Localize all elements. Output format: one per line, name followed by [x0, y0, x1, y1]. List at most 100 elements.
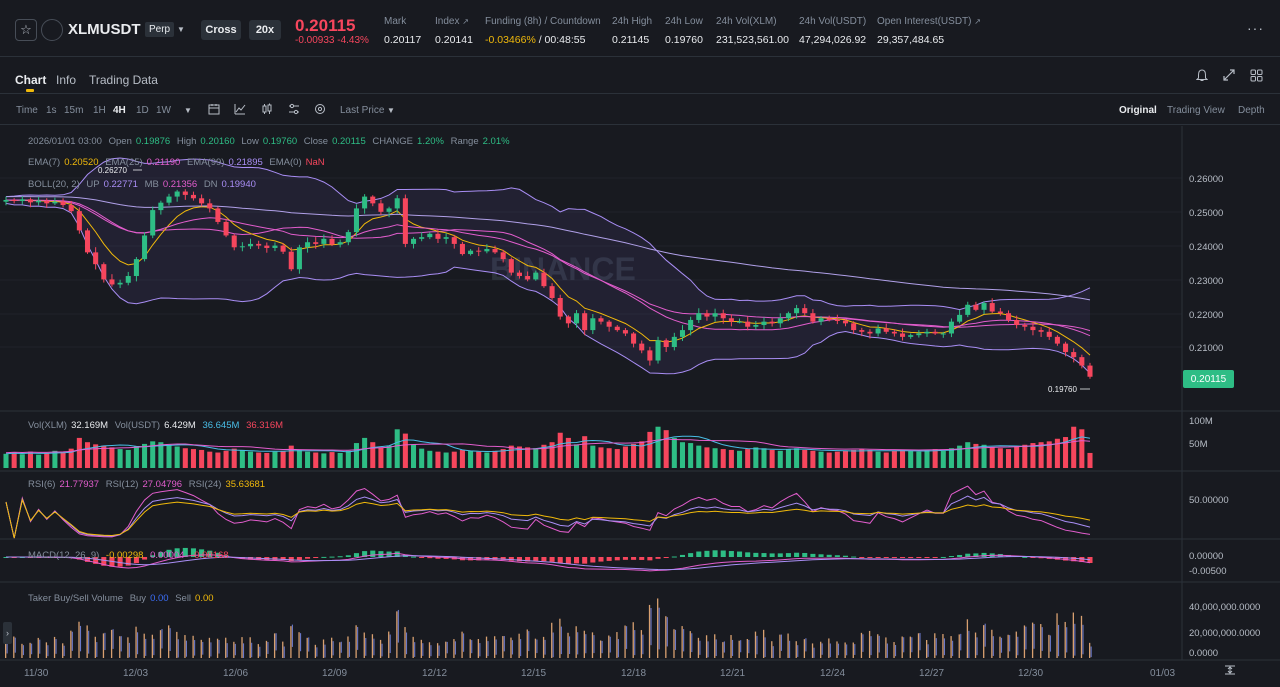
macd-bar — [516, 557, 523, 562]
candle-body — [394, 198, 400, 209]
macd-label: MACD(12, 26, 9) — [28, 550, 100, 561]
volume-bar — [247, 451, 254, 468]
layout-grid-icon[interactable] — [1250, 69, 1263, 82]
view-original[interactable]: Original — [1119, 105, 1157, 116]
timeframe-time[interactable]: Time — [16, 105, 38, 116]
symbol-dropdown-icon[interactable]: ▼ — [177, 25, 185, 34]
price-type-dropdown-icon[interactable]: ▼ — [387, 106, 395, 115]
low-marker: 0.19760 — [1048, 385, 1090, 394]
taker-sell-bar — [485, 636, 488, 658]
tab-chart[interactable]: Chart — [15, 73, 47, 87]
volume-bar — [875, 451, 881, 468]
taker-sell-bar — [828, 638, 830, 658]
taker-sell-bar — [730, 635, 732, 658]
settings-sliders-icon[interactable] — [288, 103, 300, 115]
taker-sell-bar — [282, 641, 284, 658]
tab-trading-data[interactable]: Trading Data — [89, 73, 158, 87]
taker-sell-bar — [942, 634, 944, 658]
macd-bar — [826, 554, 832, 557]
candle-body — [117, 282, 123, 285]
view-trading-view[interactable]: Trading View — [1167, 105, 1225, 116]
ema7-label: EMA(7) — [28, 157, 61, 168]
taker-buy-bar — [943, 638, 945, 656]
more-options-icon[interactable]: ··· — [1247, 20, 1264, 36]
favorite-star-icon[interactable]: ☆ — [15, 19, 37, 41]
taker-sell-bar — [453, 639, 455, 658]
candle-body — [288, 251, 294, 270]
timeframe-1h[interactable]: 1H — [93, 105, 106, 116]
taker-sell-bar — [803, 639, 806, 658]
candle-body — [948, 321, 954, 334]
macd-bar — [631, 557, 637, 560]
taker-sell-bar — [1056, 613, 1058, 658]
rsi-lines — [5, 485, 1091, 539]
timeframe-dropdown-icon[interactable]: ▼ — [184, 106, 192, 115]
volume-bar — [1063, 437, 1069, 468]
taker-buy-bar — [251, 642, 253, 658]
candle-body — [671, 336, 677, 347]
timeframe-1s[interactable]: 1s — [46, 105, 57, 116]
calendar-icon[interactable] — [208, 103, 220, 115]
candle-body — [622, 330, 628, 334]
volume-bar — [19, 454, 25, 468]
taker-sell-bar — [53, 636, 56, 658]
candle-body — [908, 335, 914, 337]
expand-icon[interactable] — [1223, 69, 1235, 81]
volume-bar — [125, 449, 131, 468]
macd-bar — [199, 549, 205, 557]
candle-body — [989, 303, 995, 312]
volume-bar — [940, 450, 946, 468]
coin-logo-icon — [41, 19, 63, 41]
candle-body — [802, 308, 808, 314]
candle-body — [101, 264, 107, 280]
open-interest-label[interactable]: Open Interest(USDT) ↗ — [877, 16, 981, 27]
tab-info[interactable]: Info — [56, 73, 77, 87]
price-tick: 0.21000 — [1189, 343, 1224, 354]
bell-icon[interactable] — [1196, 69, 1208, 82]
taker-sell-bar — [787, 633, 789, 658]
candle-body — [182, 191, 188, 195]
taker-sell-bar — [1040, 624, 1042, 658]
macd-bar — [973, 553, 979, 557]
taker-buy-bar — [454, 641, 456, 655]
volume-bar — [818, 451, 824, 468]
change-value: 1.20% — [417, 136, 444, 147]
symbol-name[interactable]: XLMUSDT — [68, 21, 141, 38]
volume-bar — [753, 447, 759, 468]
taker-sell-bar — [298, 632, 300, 658]
ema7-value: 0.20520 — [64, 157, 99, 168]
candle-style-icon[interactable] — [261, 103, 273, 115]
timeframe-1w[interactable]: 1W — [156, 105, 171, 116]
expand-panel-icon[interactable]: › — [3, 622, 12, 644]
taker-sell-bar — [412, 636, 414, 658]
margin-mode-button[interactable]: Cross — [201, 20, 241, 40]
index-label[interactable]: Index ↗ — [435, 16, 469, 27]
kline-chart[interactable]: BINANCE 0.26270 0.19760 — [0, 126, 1280, 687]
candle-body — [794, 308, 800, 314]
candle-body — [190, 194, 196, 199]
timeframe-4h[interactable]: 4H — [113, 105, 126, 116]
taker-sell-bar — [925, 639, 928, 658]
volume-bar — [867, 449, 873, 468]
view-depth[interactable]: Depth — [1238, 105, 1265, 116]
volume-bar — [851, 449, 857, 468]
scroll-to-latest-icon[interactable] — [1224, 664, 1236, 676]
leverage-button[interactable]: 20x — [249, 20, 281, 40]
macd-bar — [280, 557, 286, 561]
macd-bar — [761, 553, 767, 557]
taker-sell-bar — [950, 636, 952, 658]
taker-sell-bar — [534, 638, 537, 658]
taker-sell-bar — [934, 633, 936, 658]
price-tick: 0.23000 — [1189, 276, 1224, 287]
volume-bar — [973, 443, 979, 468]
volume-bar — [76, 437, 82, 468]
timeframe-15m[interactable]: 15m — [64, 105, 84, 116]
macd-bar — [696, 551, 702, 557]
price-type-select[interactable]: Last Price — [340, 105, 385, 116]
candle-body — [419, 237, 425, 239]
chart-settings-icon[interactable] — [314, 103, 326, 115]
indicators-icon[interactable] — [234, 103, 246, 115]
taker-sell-bar — [901, 636, 903, 658]
timeframe-1d[interactable]: 1D — [136, 105, 149, 116]
taker-sell-bar — [37, 637, 39, 658]
